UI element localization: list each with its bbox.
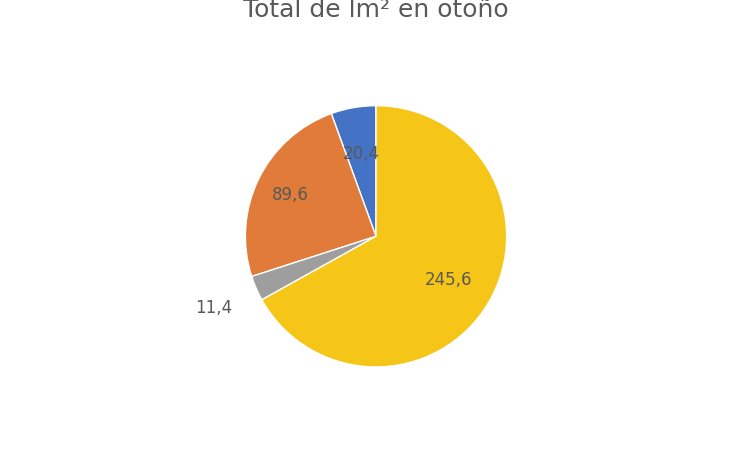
Wedge shape (252, 237, 376, 300)
Wedge shape (245, 114, 376, 277)
Wedge shape (262, 106, 507, 367)
Text: 245,6: 245,6 (425, 271, 472, 289)
Wedge shape (332, 106, 376, 237)
Text: 11,4: 11,4 (196, 298, 232, 316)
Title: Total de lm² en otoño: Total de lm² en otoño (243, 0, 509, 23)
Text: 20,4: 20,4 (343, 145, 380, 163)
Text: 89,6: 89,6 (272, 186, 309, 204)
